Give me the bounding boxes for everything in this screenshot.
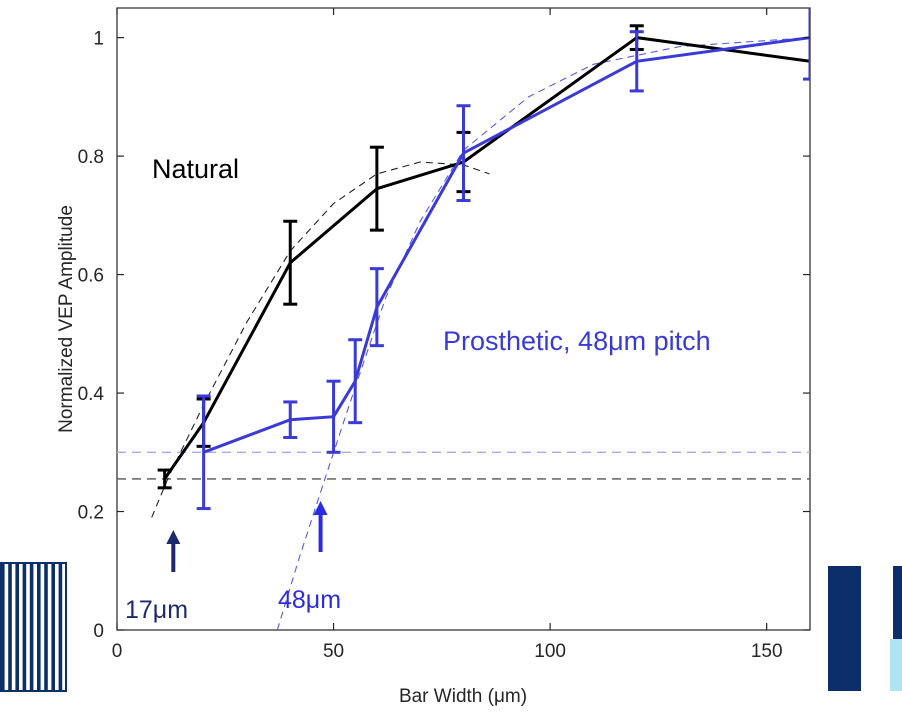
error-bar-0-3 — [369, 145, 384, 232]
fine-stripe-2 — [15, 563, 19, 691]
plot-area — [116, 7, 811, 631]
fit-curve-0 — [151, 161, 490, 518]
coarse-stripe-light — [890, 639, 902, 691]
error-bar-0-0 — [157, 468, 172, 490]
y-axis-label: Normalized VEP Amplitude — [56, 205, 77, 433]
fine-stripe-1 — [8, 563, 12, 691]
coarse-stripe-dark-left — [828, 566, 861, 691]
data-series — [157, 8, 810, 511]
error-bar-1-4 — [369, 267, 384, 348]
fine-stripe-3 — [22, 563, 27, 691]
y-tick-label-4: 0.8 — [78, 147, 104, 168]
fine-stripe-0 — [1, 563, 5, 691]
threshold-lines — [117, 451, 810, 480]
y-tick-label-5: 1 — [93, 29, 104, 50]
coarse-stripe-dark-right — [893, 566, 902, 691]
y-tick-label-1: 0.2 — [78, 503, 104, 524]
prosthetic-threshold-label: 48μm — [278, 586, 341, 614]
natural-threshold-label: 17μm — [125, 596, 188, 624]
natural-threshold-arrow — [166, 530, 181, 572]
x-axis-label: Bar Width (μm) — [399, 686, 527, 707]
series-line-1 — [203, 36, 810, 454]
error-bar-1-2 — [326, 379, 341, 454]
error-bar-1-3 — [348, 338, 363, 425]
x-tick-label-2: 100 — [534, 641, 566, 662]
fit-curves — [151, 37, 810, 630]
fine-grating-icon — [0, 562, 67, 692]
error-bar-1-1 — [283, 400, 298, 439]
fine-stripe-4 — [29, 563, 34, 691]
error-bar-1-6 — [629, 30, 644, 93]
fine-stripe-8 — [58, 563, 63, 691]
error-bar-1-0 — [196, 394, 211, 511]
prosthetic-label: Prosthetic, 48μm pitch — [443, 326, 711, 356]
y-tick-label-2: 0.4 — [78, 384, 105, 405]
y-axis-ticks: 0 0.2 0.4 0.6 0.8 1 — [78, 29, 810, 642]
error-bar-1-7 — [803, 8, 810, 81]
fine-stripe-6 — [44, 563, 48, 691]
fit-curve-1 — [276, 37, 810, 630]
fine-stripe-5 — [37, 563, 41, 691]
coarse-grating-icon — [828, 566, 902, 691]
x-tick-label-3: 150 — [751, 641, 783, 662]
prosthetic-threshold-arrow — [313, 501, 328, 552]
fine-stripe-7 — [51, 563, 55, 691]
x-axis-ticks: 0 50 100 150 — [112, 8, 783, 662]
x-tick-label-1: 50 — [323, 641, 344, 662]
threshold-arrows — [166, 501, 328, 572]
y-tick-label-0: 0 — [93, 621, 104, 642]
error-bar-0-2 — [283, 219, 298, 306]
natural-label: Natural — [152, 154, 239, 184]
y-tick-label-3: 0.6 — [78, 266, 104, 287]
x-tick-label-0: 0 — [112, 641, 123, 662]
error-bar-1-5 — [456, 104, 471, 203]
